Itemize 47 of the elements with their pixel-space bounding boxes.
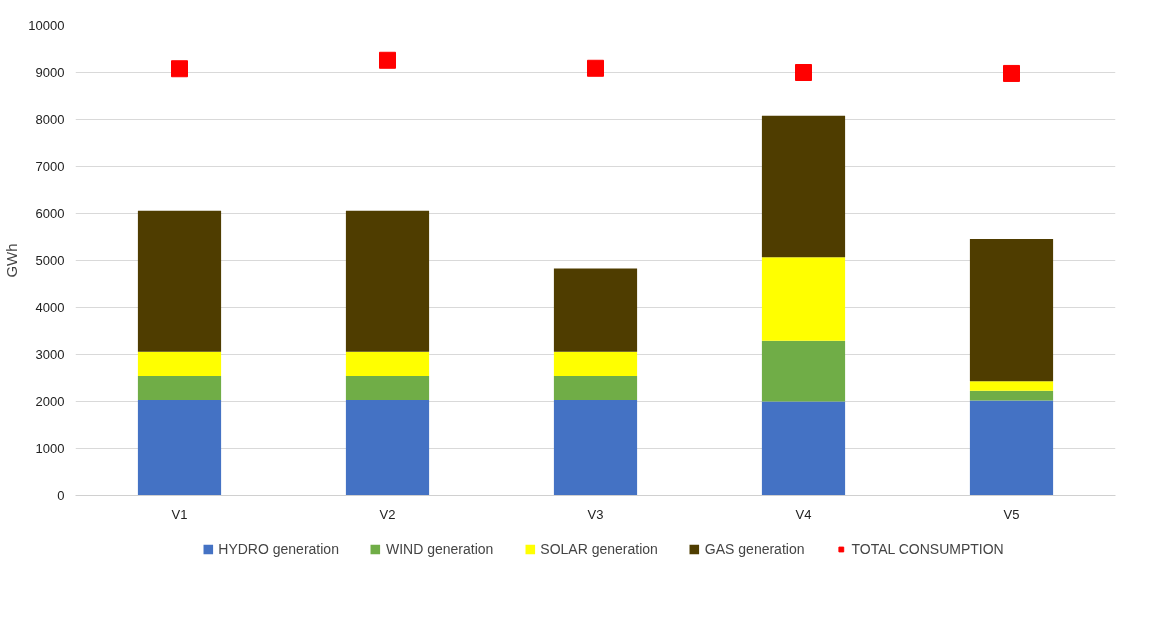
bar xyxy=(761,401,846,496)
bar xyxy=(137,351,222,377)
y-tick-label: 1000 xyxy=(35,441,65,456)
y-tick-label: 3000 xyxy=(35,347,65,362)
x-tick-label: V5 xyxy=(1003,506,1020,522)
legend-label: HYDRO generation xyxy=(218,541,339,557)
bar xyxy=(345,210,430,352)
y-tick-label: 4000 xyxy=(35,300,65,315)
bar xyxy=(969,400,1054,496)
y-tick-label: 6000 xyxy=(35,206,65,221)
bar xyxy=(969,381,1054,391)
point xyxy=(379,51,396,69)
bar xyxy=(345,400,430,496)
legend-label: TOTAL CONSUMPTION xyxy=(851,541,1004,557)
point xyxy=(795,64,812,81)
x-tick-label: V2 xyxy=(379,506,396,522)
point xyxy=(587,59,604,77)
y-tick-label: 2000 xyxy=(35,394,65,409)
y-tick-label: 10000 xyxy=(28,18,65,33)
bar xyxy=(969,390,1054,401)
x-tick-label: V4 xyxy=(795,506,812,522)
y-tick-label: 8000 xyxy=(35,112,65,127)
bar xyxy=(137,210,222,352)
bar xyxy=(553,351,638,377)
point xyxy=(1003,64,1020,82)
point xyxy=(171,60,188,78)
legend-label: GAS generation xyxy=(704,541,805,557)
bar xyxy=(969,238,1054,382)
bar xyxy=(761,115,846,258)
bar xyxy=(137,376,222,401)
y-tick-label: 0 xyxy=(57,488,65,503)
bar xyxy=(761,257,846,341)
y-tick-label: 7000 xyxy=(35,159,65,174)
y-tick-label: 9000 xyxy=(35,65,65,80)
bar xyxy=(553,400,638,496)
bar xyxy=(345,376,430,401)
bar xyxy=(137,400,222,496)
bar xyxy=(345,351,430,377)
legend-label: SOLAR generation xyxy=(540,541,658,557)
bar xyxy=(553,376,638,401)
x-tick-label: V3 xyxy=(587,506,604,522)
legend-label: WIND generation xyxy=(385,541,494,557)
y-axis-title: GWh xyxy=(3,243,21,278)
bar xyxy=(761,340,846,402)
bar xyxy=(553,268,638,352)
x-tick-label: V1 xyxy=(171,506,188,522)
y-tick-label: 5000 xyxy=(35,253,65,268)
